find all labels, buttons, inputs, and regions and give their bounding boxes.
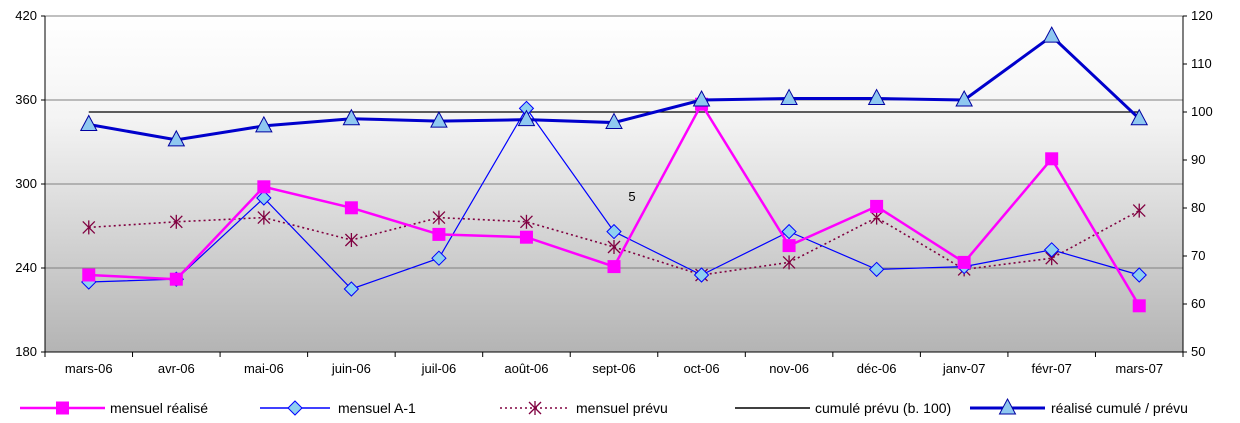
data-point-star [528,401,542,415]
data-point-triangle [342,108,361,126]
data-point-star [257,210,271,225]
legend-item-0: mensuel réalisé [20,400,208,416]
series-4 [79,26,1149,147]
data-point-square [169,272,183,286]
data-point-square [870,199,884,213]
data-point-square [56,401,69,415]
x-tick-label: oct-06 [683,361,719,376]
series-0 [82,97,1146,313]
data-point-diamond [693,267,710,283]
data-point-diamond [287,400,303,416]
data-point-triangle [517,109,536,127]
data-point-star [1132,203,1146,218]
legend-item-1: mensuel A-1 [260,400,416,416]
data-point-star [169,214,183,229]
x-tick-label: févr-07 [1031,361,1071,376]
y-right-tick-label: 110 [1191,56,1212,71]
data-point-star [82,220,96,235]
data-point-diamond [1131,267,1147,283]
x-tick-label: mars-07 [1115,361,1163,376]
data-point-star [870,210,884,225]
data-point-triangle [998,397,1017,415]
data-point-diamond [868,261,885,278]
data-point-square [82,268,96,282]
data-point-star [782,255,796,270]
y-right-tick-label: 60 [1191,296,1205,311]
x-tick-label: déc-06 [857,361,897,376]
data-point-square [1045,152,1059,166]
data-point-diamond [431,250,447,266]
y-left-tick-label: 420 [15,8,37,23]
y-right-tick-label: 100 [1191,104,1213,119]
legend-item-2: mensuel prévu [500,400,668,416]
data-point-square [344,201,358,215]
x-tick-label: sept-06 [592,361,635,376]
data-point-square [1132,299,1146,313]
x-tick-label: nov-06 [769,361,809,376]
data-point-square [782,239,796,253]
data-point-square [432,227,446,241]
axes: 180 240 300 360 420 50 60 70 80 90 100 110 120 mars-0… [15,8,1212,376]
y-left-tick-label: 180 [15,344,37,359]
data-point-diamond [606,223,622,240]
x-tick-label: mars-06 [65,361,113,376]
data-point-triangle [955,89,973,107]
data-point-diamond [1043,242,1060,258]
data-point-star [432,210,446,225]
legend-label: mensuel réalisé [110,400,208,416]
x-tick-label: avr-06 [158,361,195,376]
y-right-tick-label: 80 [1191,200,1205,215]
data-point-diamond [343,281,360,297]
series-layer [79,26,1149,313]
legend-label: réalisé cumulé / prévu [1051,400,1188,416]
data-point-square [519,230,533,244]
y-left-tick-label: 300 [15,176,37,191]
data-point-triangle [79,114,98,131]
legend: mensuel réalisé mensuel A-1 mensuel prévu c… [20,397,1188,416]
x-tick-label: janv-07 [942,361,986,376]
y-right-tick-label: 50 [1191,344,1205,359]
legend-label: mensuel A-1 [338,400,416,416]
data-point-triangle [1130,108,1149,126]
data-point-square [257,180,271,194]
data-point-star [344,233,358,247]
data-point-triangle [867,88,886,106]
data-point-triangle [430,111,448,128]
data-point-star [607,240,621,254]
data-point-star [520,214,533,229]
x-tick-label: mai-06 [244,361,284,376]
y-left-tick-label: 240 [15,260,37,275]
data-point-triangle [605,112,623,130]
legend-item-3: cumulé prévu (b. 100) [735,400,951,416]
y-left-tick-label: 360 [15,92,37,107]
x-tick-label: juil-06 [421,361,457,376]
legend-label: cumulé prévu (b. 100) [815,400,951,416]
x-tick-label: juin-06 [331,361,371,376]
data-point-triangle [692,89,711,107]
y-right-tick-label: 70 [1191,248,1205,263]
data-point-square [957,255,971,269]
x-tick-label: août-06 [504,361,548,376]
legend-label: mensuel prévu [576,400,668,416]
data-point-triangle [255,115,273,133]
data-point-diamond [256,190,272,206]
data-point-diamond [781,223,797,240]
y-right-tick-label: 90 [1191,152,1205,167]
data-point-square [607,260,621,274]
data-point-triangle [167,129,186,147]
legend-item-4: réalisé cumulé / prévu [970,397,1188,416]
data-point-triangle [780,88,798,106]
data-point-triangle [1042,26,1061,43]
annotation-label: 5 [628,189,635,204]
y-right-tick-label: 120 [1191,8,1213,23]
